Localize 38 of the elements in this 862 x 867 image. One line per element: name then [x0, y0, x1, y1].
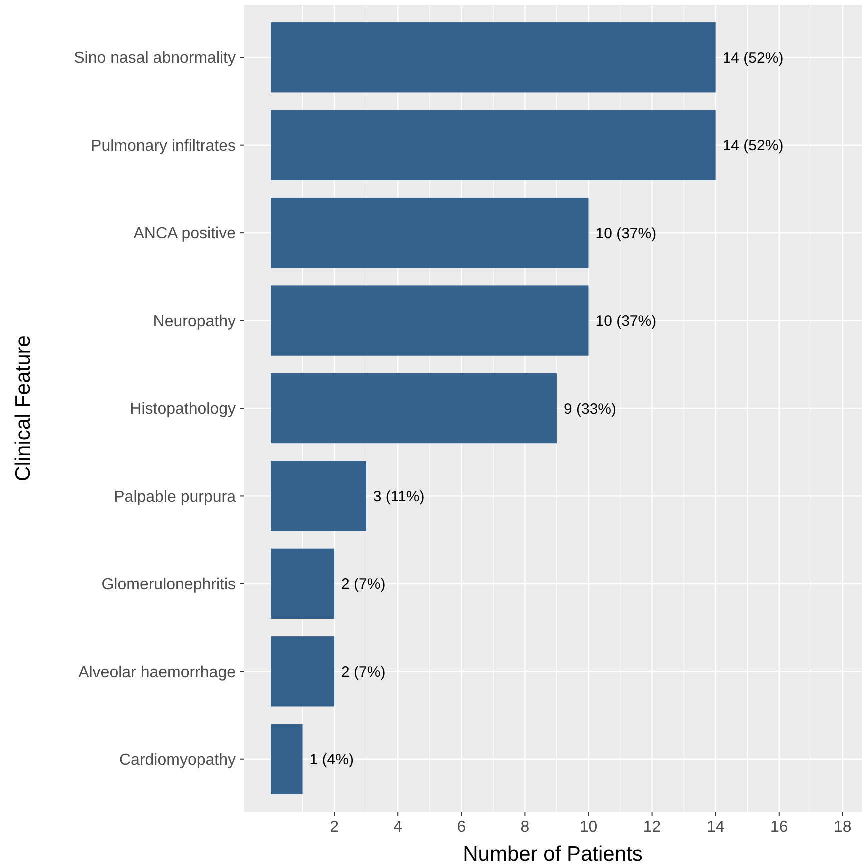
x-tick-label: 16 [770, 819, 788, 836]
bar [271, 461, 366, 532]
y-tick-label: Sino nasal abnormality [74, 50, 236, 68]
data-label: 2 (7%) [342, 576, 386, 594]
data-label: 10 (37%) [596, 313, 657, 330]
x-tick-label: 4 [394, 819, 403, 836]
bar [271, 286, 589, 356]
bar [271, 724, 303, 794]
x-tick-label: 2 [330, 819, 340, 836]
bar [271, 110, 716, 180]
data-label: 1 (4%) [310, 752, 354, 769]
data-label: 9 (33%) [564, 400, 617, 418]
x-tick-label: 8 [520, 819, 530, 836]
y-tick-label: ANCA positive [134, 226, 236, 243]
data-label: 2 (7%) [342, 664, 386, 681]
y-tick-label: Alveolar haemorrhage [78, 664, 236, 682]
y-tick-label: Histopathology [130, 401, 236, 418]
bar [271, 198, 589, 268]
data-label: 14 (52%) [722, 138, 784, 155]
bar [271, 22, 716, 93]
y-tick-label: Glomerulonephritis [102, 576, 236, 594]
y-axis-title: Clinical Feature [12, 336, 35, 482]
y-tick-label: Pulmonary infiltrates [91, 138, 236, 155]
bar [271, 548, 335, 620]
x-tick-label: 6 [457, 819, 466, 836]
bar [271, 373, 557, 444]
bar [271, 636, 335, 707]
x-tick-label: 18 [834, 819, 852, 836]
data-label: 14 (52%) [722, 50, 784, 67]
x-tick-label: 10 [580, 819, 598, 836]
x-tick-label: 14 [706, 819, 725, 836]
y-tick-label: Cardiomyopathy [120, 752, 236, 769]
y-tick-label: Palpable purpura [114, 488, 236, 506]
data-label: 10 (37%) [596, 225, 657, 242]
x-tick-label: 12 [643, 819, 662, 836]
y-tick-label: Neuropathy [153, 313, 236, 330]
data-label: 3 (11%) [373, 488, 425, 506]
x-axis-title: Number of Patients [463, 843, 643, 866]
